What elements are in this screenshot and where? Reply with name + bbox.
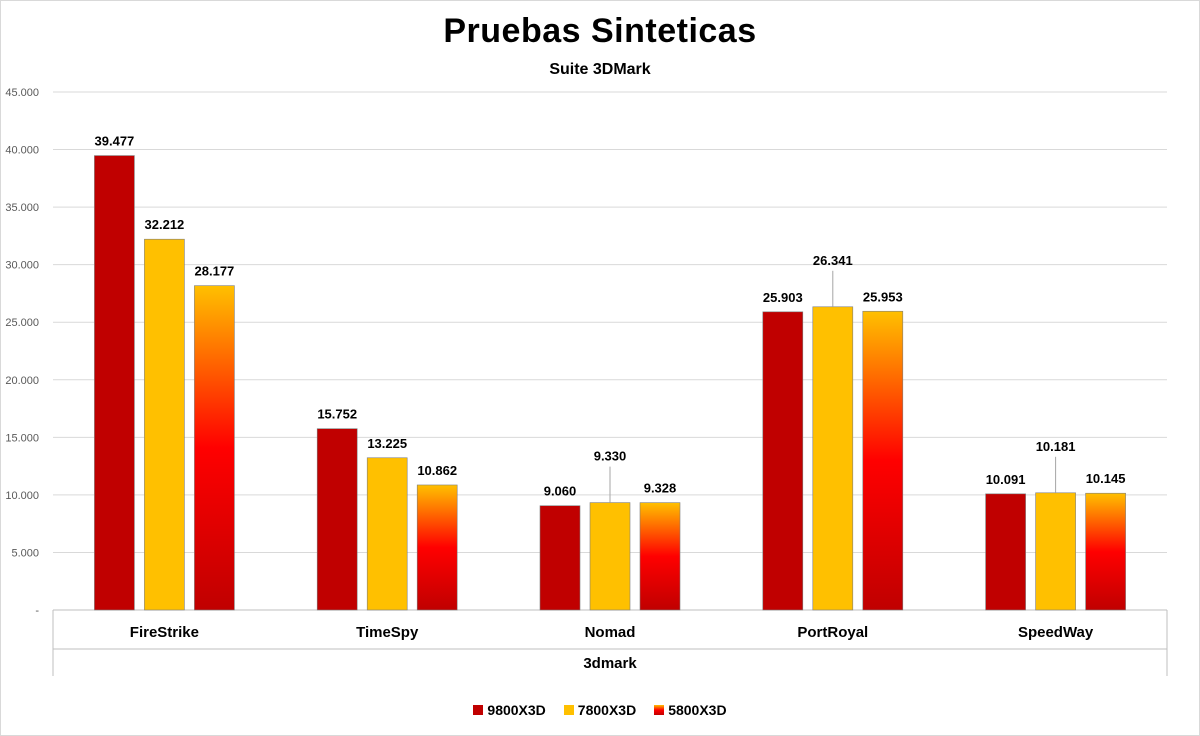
data-label: 9.328 [644,481,677,496]
data-label: 28.177 [195,264,235,279]
legend-swatch [563,705,574,715]
bar-5800X3D [639,502,681,611]
x-tick-label: SpeedWay [1018,624,1094,641]
data-label: 32.212 [145,217,185,232]
data-label: 10.145 [1086,471,1126,486]
data-label: 13.225 [367,436,407,451]
bar-7800X3D [589,502,631,611]
chart-title: Pruebas Sinteticas [443,12,757,50]
bar-7800X3D [366,457,408,611]
bar-5800X3D [1085,492,1126,611]
legend-swatch [473,705,484,715]
x-tick-label: Nomad [585,624,636,641]
bar-5800X3D [416,484,458,611]
y-tick-label: 45.000 [5,87,39,99]
legend-swatch [654,705,665,715]
x-tick-label: FireStrike [130,624,199,641]
data-label: 25.953 [863,289,903,304]
legend-item: 7800X3D [563,702,637,718]
y-tick-label: 35.000 [5,202,39,214]
bar-5800X3D [862,310,904,611]
x-axis-title: 3dmark [583,655,637,672]
bar-7800X3D [144,238,185,611]
y-tick-label: 15.000 [5,432,39,444]
y-tick-label: 20.000 [5,375,39,387]
legend: 9800X3D 7800X3D 5800X3D [0,702,1200,718]
data-label: 10.091 [986,472,1026,487]
legend-label: 9800X3D [487,702,546,718]
y-tick-label: 30.000 [5,260,39,272]
bar-7800X3D [812,306,854,611]
legend-item: 5800X3D [654,702,727,718]
y-tick-label: 40.000 [5,145,39,157]
data-label: 15.752 [317,407,357,422]
data-label: 9.330 [594,449,627,464]
data-label: 26.341 [813,253,853,268]
data-label: 39.477 [95,134,135,149]
data-label: 25.903 [763,290,803,305]
data-label: 9.060 [544,484,577,499]
chart-subtitle: Suite 3DMark [549,61,651,78]
data-label: 10.862 [417,463,457,478]
legend-item: 9800X3D [473,702,546,718]
legend-label: 7800X3D [577,702,637,718]
y-tick-label: 10.000 [5,490,39,502]
x-tick-label: TimeSpy [356,624,419,641]
data-label: 10.181 [1036,439,1076,454]
bar-9800X3D [762,311,804,611]
bar-5800X3D [194,285,235,611]
bar-9800X3D [316,428,358,611]
bar-9800X3D [94,155,135,611]
x-tick-label: PortRoyal [797,624,868,641]
bar-7800X3D [1035,492,1076,611]
legend-label: 5800X3D [668,702,727,718]
bar-9800X3D [985,493,1026,611]
y-tick-label: 5.000 [11,547,39,559]
bar-9800X3D [539,505,581,611]
y-tick-label: - [35,605,39,617]
y-tick-label: 25.000 [5,317,39,329]
